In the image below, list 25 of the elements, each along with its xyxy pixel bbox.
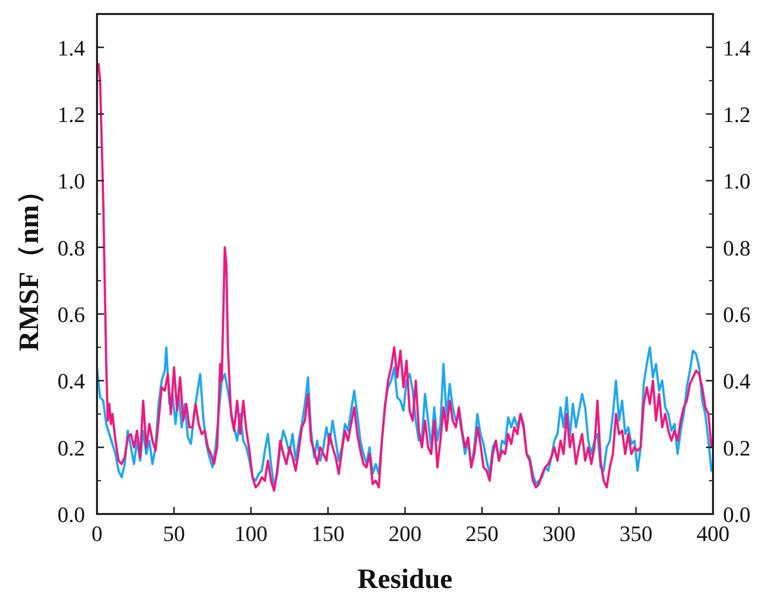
y2tick: 0.6 bbox=[723, 302, 750, 327]
ytick: 1.2 bbox=[58, 102, 85, 127]
xtick: 300 bbox=[542, 521, 576, 546]
xtick: 200 bbox=[388, 521, 422, 546]
ytick: 0.2 bbox=[58, 435, 85, 460]
y2tick: 0.4 bbox=[723, 368, 750, 394]
ytick: 1.4 bbox=[58, 35, 85, 60]
ylabel: RMSF（nm） bbox=[14, 176, 45, 352]
ytick: 1.0 bbox=[58, 168, 85, 194]
ytick: 0.8 bbox=[58, 235, 85, 260]
ytick: 0.4 bbox=[58, 368, 85, 394]
xtick: 250 bbox=[466, 521, 498, 546]
xtick: 150 bbox=[312, 521, 344, 546]
ytick: 0.0 bbox=[58, 502, 85, 527]
y2tick: 1.2 bbox=[723, 102, 750, 127]
y2tick: 0.2 bbox=[723, 435, 750, 460]
ytick: 0.6 bbox=[58, 302, 85, 327]
y2tick: 1.4 bbox=[723, 35, 750, 60]
xtick: 100 bbox=[234, 521, 268, 546]
xlabel: Residue bbox=[358, 564, 452, 595]
xtick: 0 bbox=[92, 521, 102, 546]
y2tick: 1.0 bbox=[723, 168, 750, 194]
xtick: 350 bbox=[620, 521, 652, 546]
y2tick: 0.8 bbox=[723, 235, 750, 260]
xtick: 50 bbox=[163, 521, 185, 546]
